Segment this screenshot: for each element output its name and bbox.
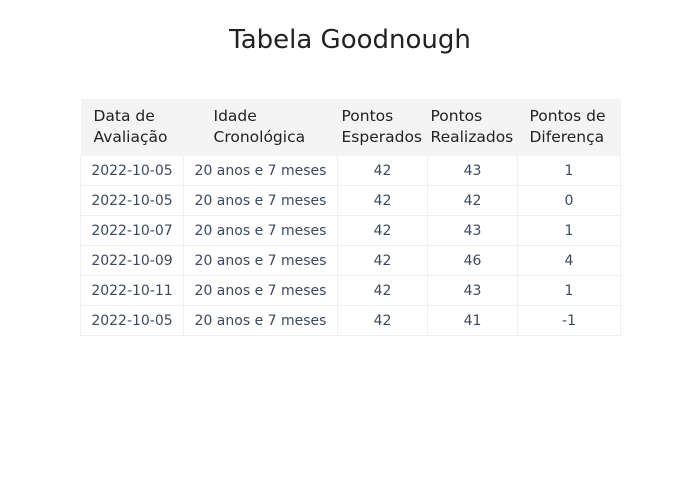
table-row: 2022-10-05 20 anos e 7 meses 42 42 0 <box>80 185 621 216</box>
header-pontos-esperados: Pontos Esperados <box>337 99 428 156</box>
cell-pontos-realizados: 43 <box>427 155 518 186</box>
goodnough-table: Data de Avaliação Idade Cronológica Pont… <box>80 99 621 336</box>
cell-pontos-realizados: 46 <box>427 245 518 276</box>
table-row: 2022-10-05 20 anos e 7 meses 42 41 -1 <box>80 305 621 336</box>
cell-pontos-esperados: 42 <box>337 245 428 276</box>
table-row: 2022-10-07 20 anos e 7 meses 42 43 1 <box>80 215 621 246</box>
table-header-row: Data de Avaliação Idade Cronológica Pont… <box>80 99 621 156</box>
cell-idade-cronologica: 20 anos e 7 meses <box>183 305 338 336</box>
header-pontos-diferenca: Pontos de Diferença <box>517 99 621 156</box>
cell-pontos-diferenca: 0 <box>517 185 621 216</box>
header-line: Pontos <box>430 107 483 125</box>
cell-pontos-realizados: 42 <box>427 185 518 216</box>
header-line: Realizados <box>430 128 514 146</box>
header-pontos-realizados: Pontos Realizados <box>427 99 518 156</box>
table-row: 2022-10-09 20 anos e 7 meses 42 46 4 <box>80 245 621 276</box>
cell-pontos-esperados: 42 <box>337 275 428 306</box>
header-line: Idade <box>213 107 257 125</box>
cell-pontos-diferenca: 1 <box>517 275 621 306</box>
cell-idade-cronologica: 20 anos e 7 meses <box>183 245 338 276</box>
cell-pontos-esperados: 42 <box>337 185 428 216</box>
header-line: Data de <box>93 107 155 125</box>
cell-pontos-esperados: 42 <box>337 215 428 246</box>
cell-data-avaliacao: 2022-10-09 <box>80 245 184 276</box>
cell-idade-cronologica: 20 anos e 7 meses <box>183 155 338 186</box>
cell-pontos-diferenca: 1 <box>517 155 621 186</box>
cell-pontos-realizados: 41 <box>427 305 518 336</box>
table-body: 2022-10-05 20 anos e 7 meses 42 43 1 2022-10-… <box>80 155 621 336</box>
cell-pontos-esperados: 42 <box>337 155 428 186</box>
cell-idade-cronologica: 20 anos e 7 meses <box>183 215 338 246</box>
table-row: 2022-10-11 20 anos e 7 meses 42 43 1 <box>80 275 621 306</box>
cell-pontos-realizados: 43 <box>427 275 518 306</box>
cell-data-avaliacao: 2022-10-05 <box>80 155 184 186</box>
header-line: Pontos de <box>529 107 606 125</box>
header-line: Pontos <box>341 107 394 125</box>
cell-idade-cronologica: 20 anos e 7 meses <box>183 275 338 306</box>
cell-pontos-diferenca: 4 <box>517 245 621 276</box>
header-idade-cronologica: Idade Cronológica <box>183 99 338 156</box>
header-line: Avaliação <box>93 128 168 146</box>
cell-pontos-esperados: 42 <box>337 305 428 336</box>
cell-data-avaliacao: 2022-10-05 <box>80 185 184 216</box>
cell-pontos-diferenca: 1 <box>517 215 621 246</box>
header-data-avaliacao: Data de Avaliação <box>80 99 184 156</box>
header-line: Diferença <box>529 128 605 146</box>
cell-pontos-diferenca: -1 <box>517 305 621 336</box>
table-row: 2022-10-05 20 anos e 7 meses 42 43 1 <box>80 155 621 186</box>
cell-data-avaliacao: 2022-10-07 <box>80 215 184 246</box>
cell-data-avaliacao: 2022-10-11 <box>80 275 184 306</box>
header-line: Esperados <box>341 128 423 146</box>
cell-pontos-realizados: 43 <box>427 215 518 246</box>
header-line: Cronológica <box>213 128 306 146</box>
cell-idade-cronologica: 20 anos e 7 meses <box>183 185 338 216</box>
chart-title: Tabela Goodnough <box>229 25 471 55</box>
cell-data-avaliacao: 2022-10-05 <box>80 305 184 336</box>
